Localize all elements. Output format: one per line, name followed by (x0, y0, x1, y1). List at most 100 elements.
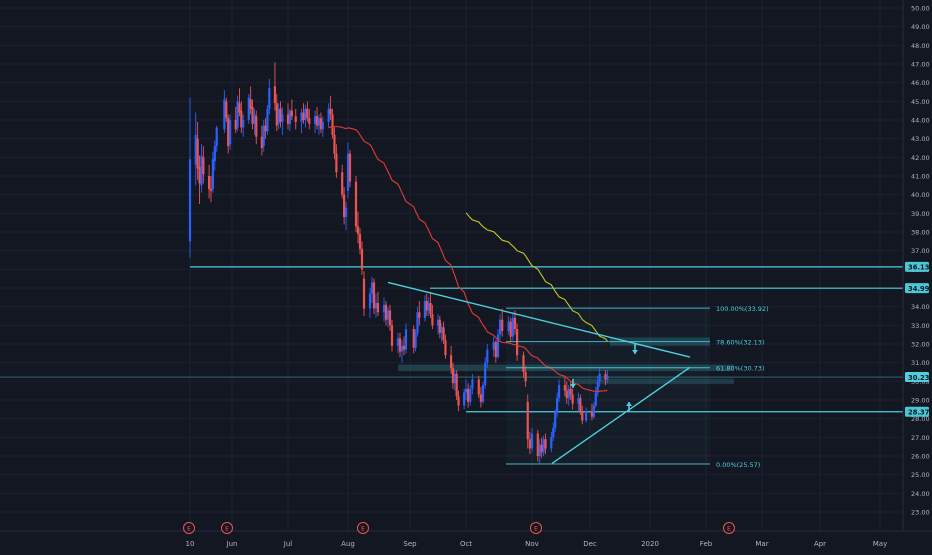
candle[interactable] (188, 97, 192, 259)
candle[interactable] (606, 370, 609, 384)
candle[interactable] (388, 304, 392, 331)
candle[interactable] (577, 392, 580, 412)
candle[interactable] (286, 103, 290, 130)
candle[interactable] (335, 144, 338, 178)
candle[interactable] (522, 351, 525, 378)
candle[interactable] (376, 291, 380, 316)
candle[interactable] (240, 101, 243, 134)
candle[interactable] (585, 407, 588, 423)
candle[interactable] (509, 317, 512, 343)
candle[interactable] (416, 306, 419, 337)
candle[interactable] (484, 357, 487, 389)
candle[interactable] (213, 140, 216, 171)
candle[interactable] (354, 176, 358, 232)
candle[interactable] (300, 108, 303, 134)
candle[interactable] (544, 433, 547, 455)
candle[interactable] (429, 291, 432, 318)
candle[interactable] (251, 99, 254, 130)
candle[interactable] (196, 121, 199, 180)
candle[interactable] (277, 103, 280, 130)
candle[interactable] (486, 344, 489, 369)
earnings-marker[interactable]: E (183, 522, 195, 534)
candle[interactable] (262, 120, 265, 152)
candle[interactable] (463, 388, 466, 410)
candle[interactable] (281, 106, 284, 135)
candle[interactable] (528, 431, 531, 455)
candle[interactable] (567, 385, 570, 406)
candle[interactable] (327, 103, 330, 128)
candle[interactable] (264, 118, 267, 139)
candle[interactable] (319, 112, 323, 134)
candle[interactable] (315, 106, 319, 130)
candle[interactable] (552, 422, 555, 442)
candle[interactable] (279, 101, 282, 128)
candle[interactable] (423, 295, 427, 322)
candle[interactable] (236, 95, 239, 132)
candle[interactable] (594, 386, 597, 408)
candle[interactable] (425, 293, 428, 316)
earnings-marker[interactable]: E (530, 522, 542, 534)
candle[interactable] (579, 394, 582, 415)
candle[interactable] (530, 428, 534, 453)
candle[interactable] (455, 370, 458, 400)
candle[interactable] (198, 155, 201, 204)
candle[interactable] (390, 319, 394, 352)
candle[interactable] (207, 164, 211, 199)
candle[interactable] (592, 401, 595, 419)
candle[interactable] (540, 437, 543, 458)
candle[interactable] (438, 316, 441, 339)
candle[interactable] (341, 164, 344, 199)
candle[interactable] (294, 108, 297, 130)
candle[interactable] (538, 439, 541, 464)
candle[interactable] (542, 435, 545, 456)
candle[interactable] (202, 146, 205, 184)
candle[interactable] (304, 105, 307, 128)
candle[interactable] (590, 403, 594, 421)
candle[interactable] (384, 301, 388, 326)
candle[interactable] (494, 340, 497, 363)
earnings-marker[interactable]: E (221, 522, 233, 534)
candle[interactable] (524, 366, 527, 387)
candle[interactable] (427, 297, 430, 316)
candle[interactable] (515, 323, 519, 361)
candle[interactable] (536, 429, 539, 462)
candle[interactable] (398, 332, 402, 358)
candle[interactable] (400, 340, 404, 363)
candle[interactable] (477, 375, 480, 399)
candle[interactable] (306, 101, 309, 122)
candle[interactable] (215, 125, 218, 152)
candle[interactable] (200, 144, 203, 193)
candle[interactable] (317, 114, 321, 135)
candle[interactable] (412, 325, 415, 354)
candle[interactable] (501, 308, 504, 337)
candle[interactable] (374, 293, 378, 318)
candle[interactable] (604, 370, 607, 386)
candle[interactable] (290, 99, 293, 120)
candle[interactable] (247, 93, 250, 124)
candle[interactable] (302, 103, 305, 124)
candle[interactable] (242, 114, 245, 137)
candle[interactable] (348, 149, 352, 188)
candle[interactable] (442, 321, 445, 344)
candle[interactable] (440, 323, 443, 343)
candle[interactable] (266, 105, 269, 135)
candle[interactable] (238, 88, 241, 117)
candle[interactable] (223, 90, 226, 134)
candle[interactable] (498, 314, 502, 341)
candle[interactable] (557, 379, 561, 402)
candle[interactable] (209, 176, 213, 203)
candle[interactable] (360, 241, 364, 275)
candle[interactable] (453, 370, 456, 391)
candle[interactable] (313, 110, 317, 134)
candle[interactable] (451, 362, 455, 389)
candle[interactable] (550, 431, 553, 453)
candle[interactable] (507, 316, 510, 335)
candle[interactable] (457, 390, 460, 412)
candle[interactable] (404, 323, 408, 354)
candle[interactable] (386, 306, 390, 328)
candle[interactable] (581, 405, 584, 425)
candle[interactable] (467, 383, 470, 408)
candle[interactable] (469, 385, 472, 406)
candle[interactable] (471, 373, 474, 395)
